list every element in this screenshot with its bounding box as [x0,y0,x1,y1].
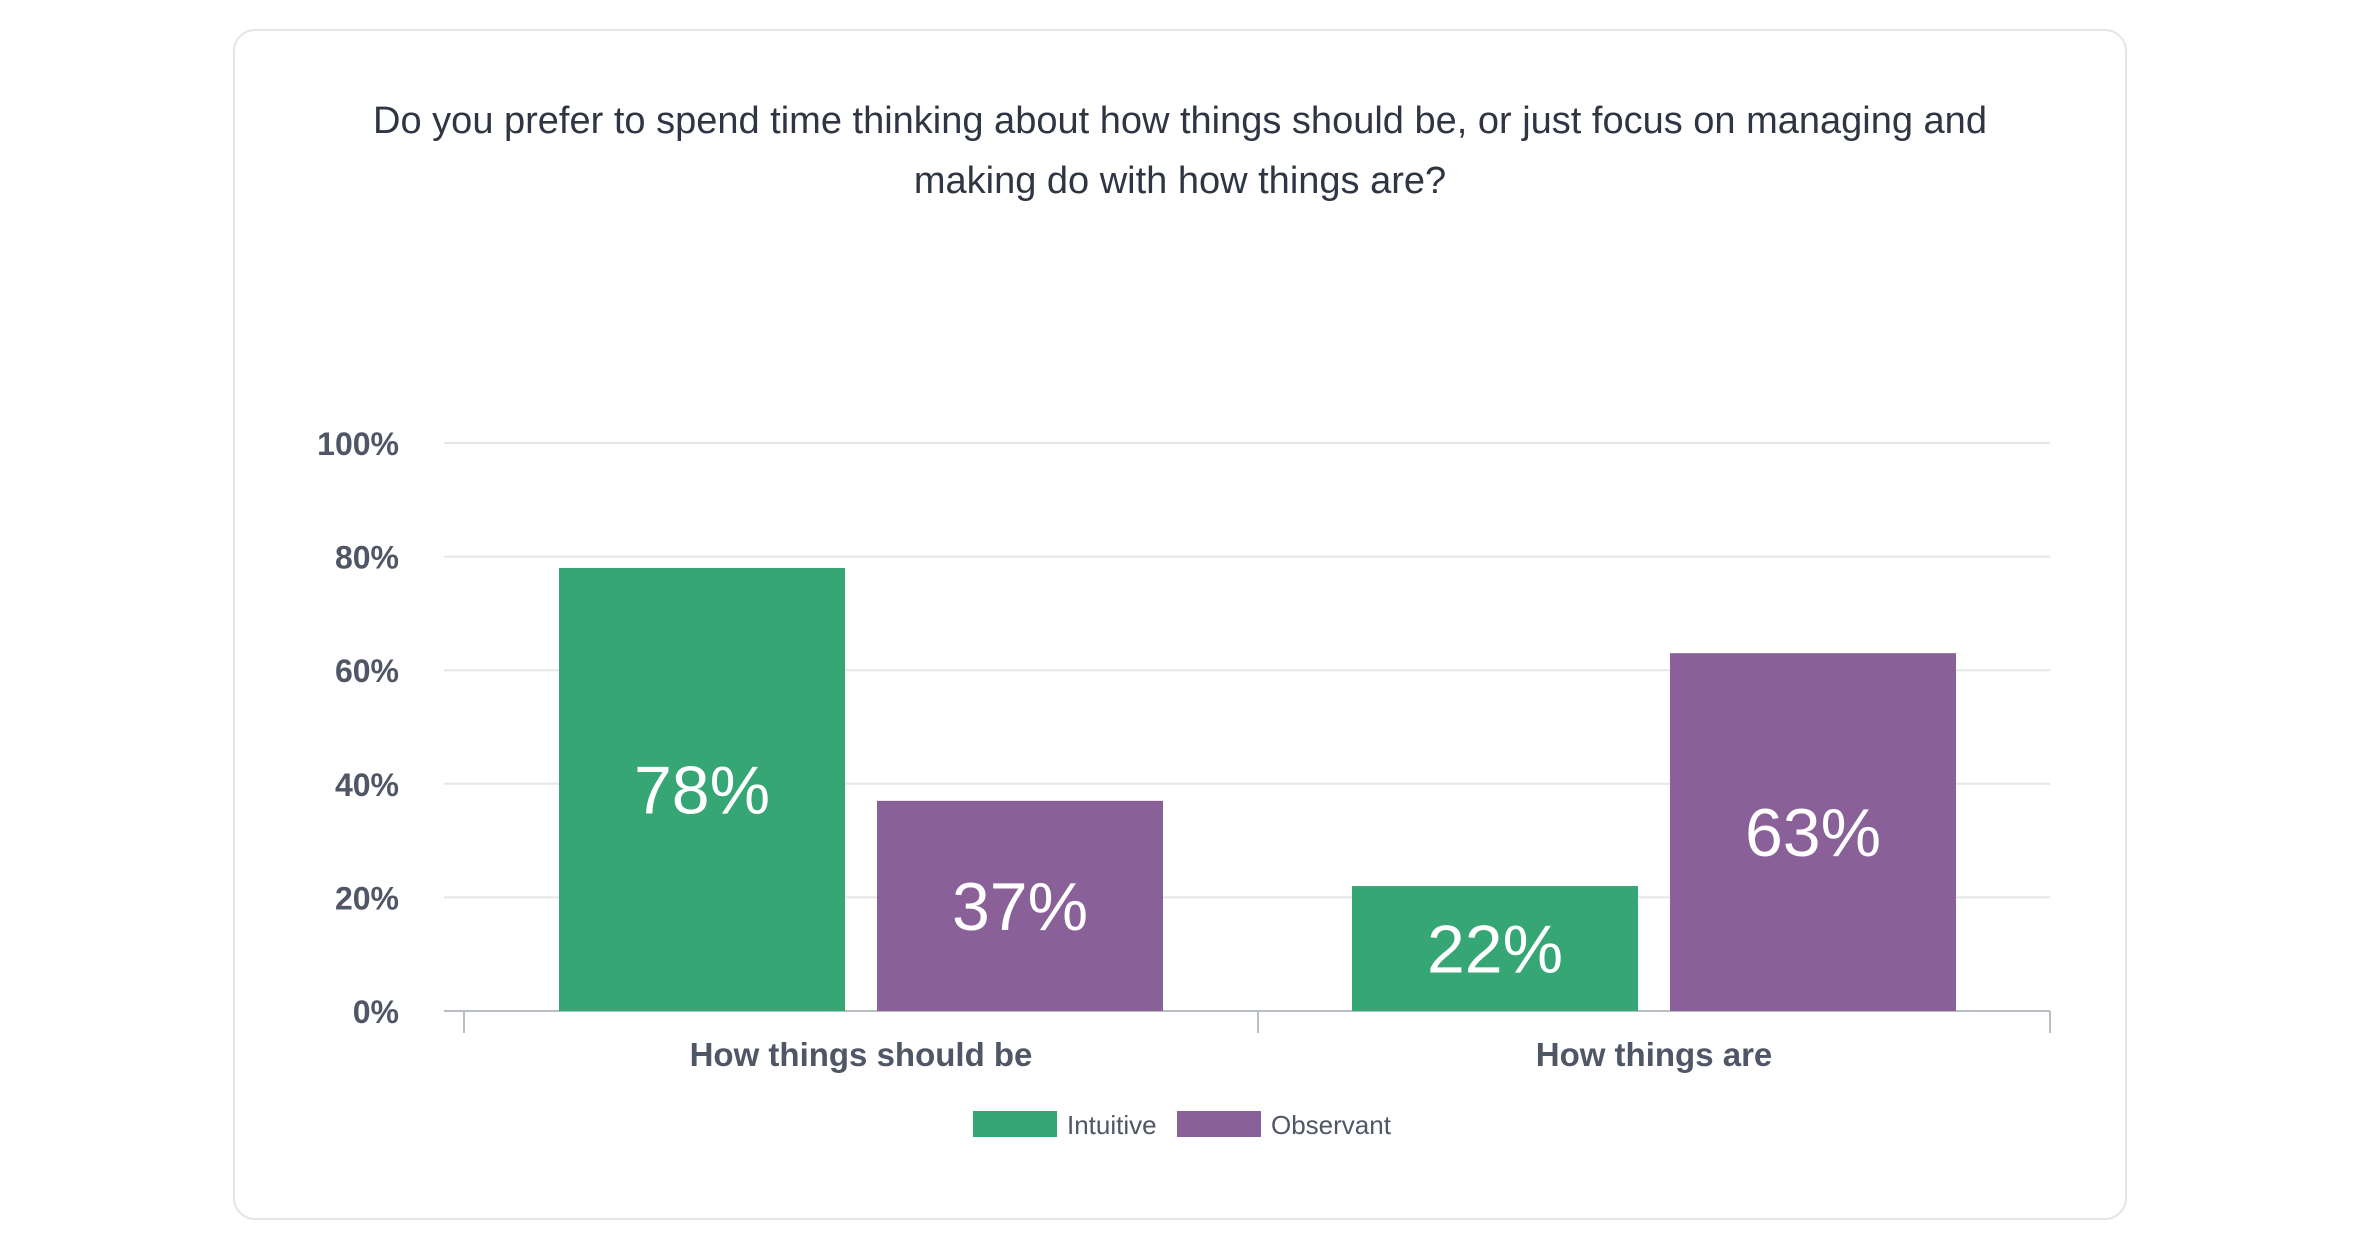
chart-card: Do you prefer to spend time thinking abo… [233,29,2127,1220]
legend-swatch-observant [1177,1111,1261,1137]
data-label: 63% [1745,795,1881,871]
x-tick-label: How things are [1536,1036,1773,1073]
data-label: 22% [1427,912,1563,988]
bar-intuitive [1352,886,1638,1011]
data-label: 78% [634,752,770,828]
chart-title: Do you prefer to spend time thinking abo… [235,91,2125,211]
x-tick-label: How things should be [690,1036,1033,1073]
legend-swatch-intuitive [973,1111,1057,1137]
y-tick-label: 20% [335,880,399,916]
y-tick-label: 40% [335,767,399,803]
chart-title-line-1: Do you prefer to spend time thinking abo… [373,100,1987,142]
legend-label-observant: Observant [1271,1110,1392,1140]
bar-observant [877,800,1163,1011]
y-tick-label: 80% [335,540,399,576]
bar-intuitive [559,567,845,1011]
legend-label-intuitive: Intuitive [1067,1110,1157,1140]
y-tick-label: 100% [317,426,399,462]
data-label: 37% [952,869,1088,945]
chart-title-line-2: making do with how things are? [913,160,1447,202]
bar-observant [1670,653,1956,1011]
y-tick-label: 60% [335,653,399,689]
y-tick-label: 0% [353,994,399,1030]
